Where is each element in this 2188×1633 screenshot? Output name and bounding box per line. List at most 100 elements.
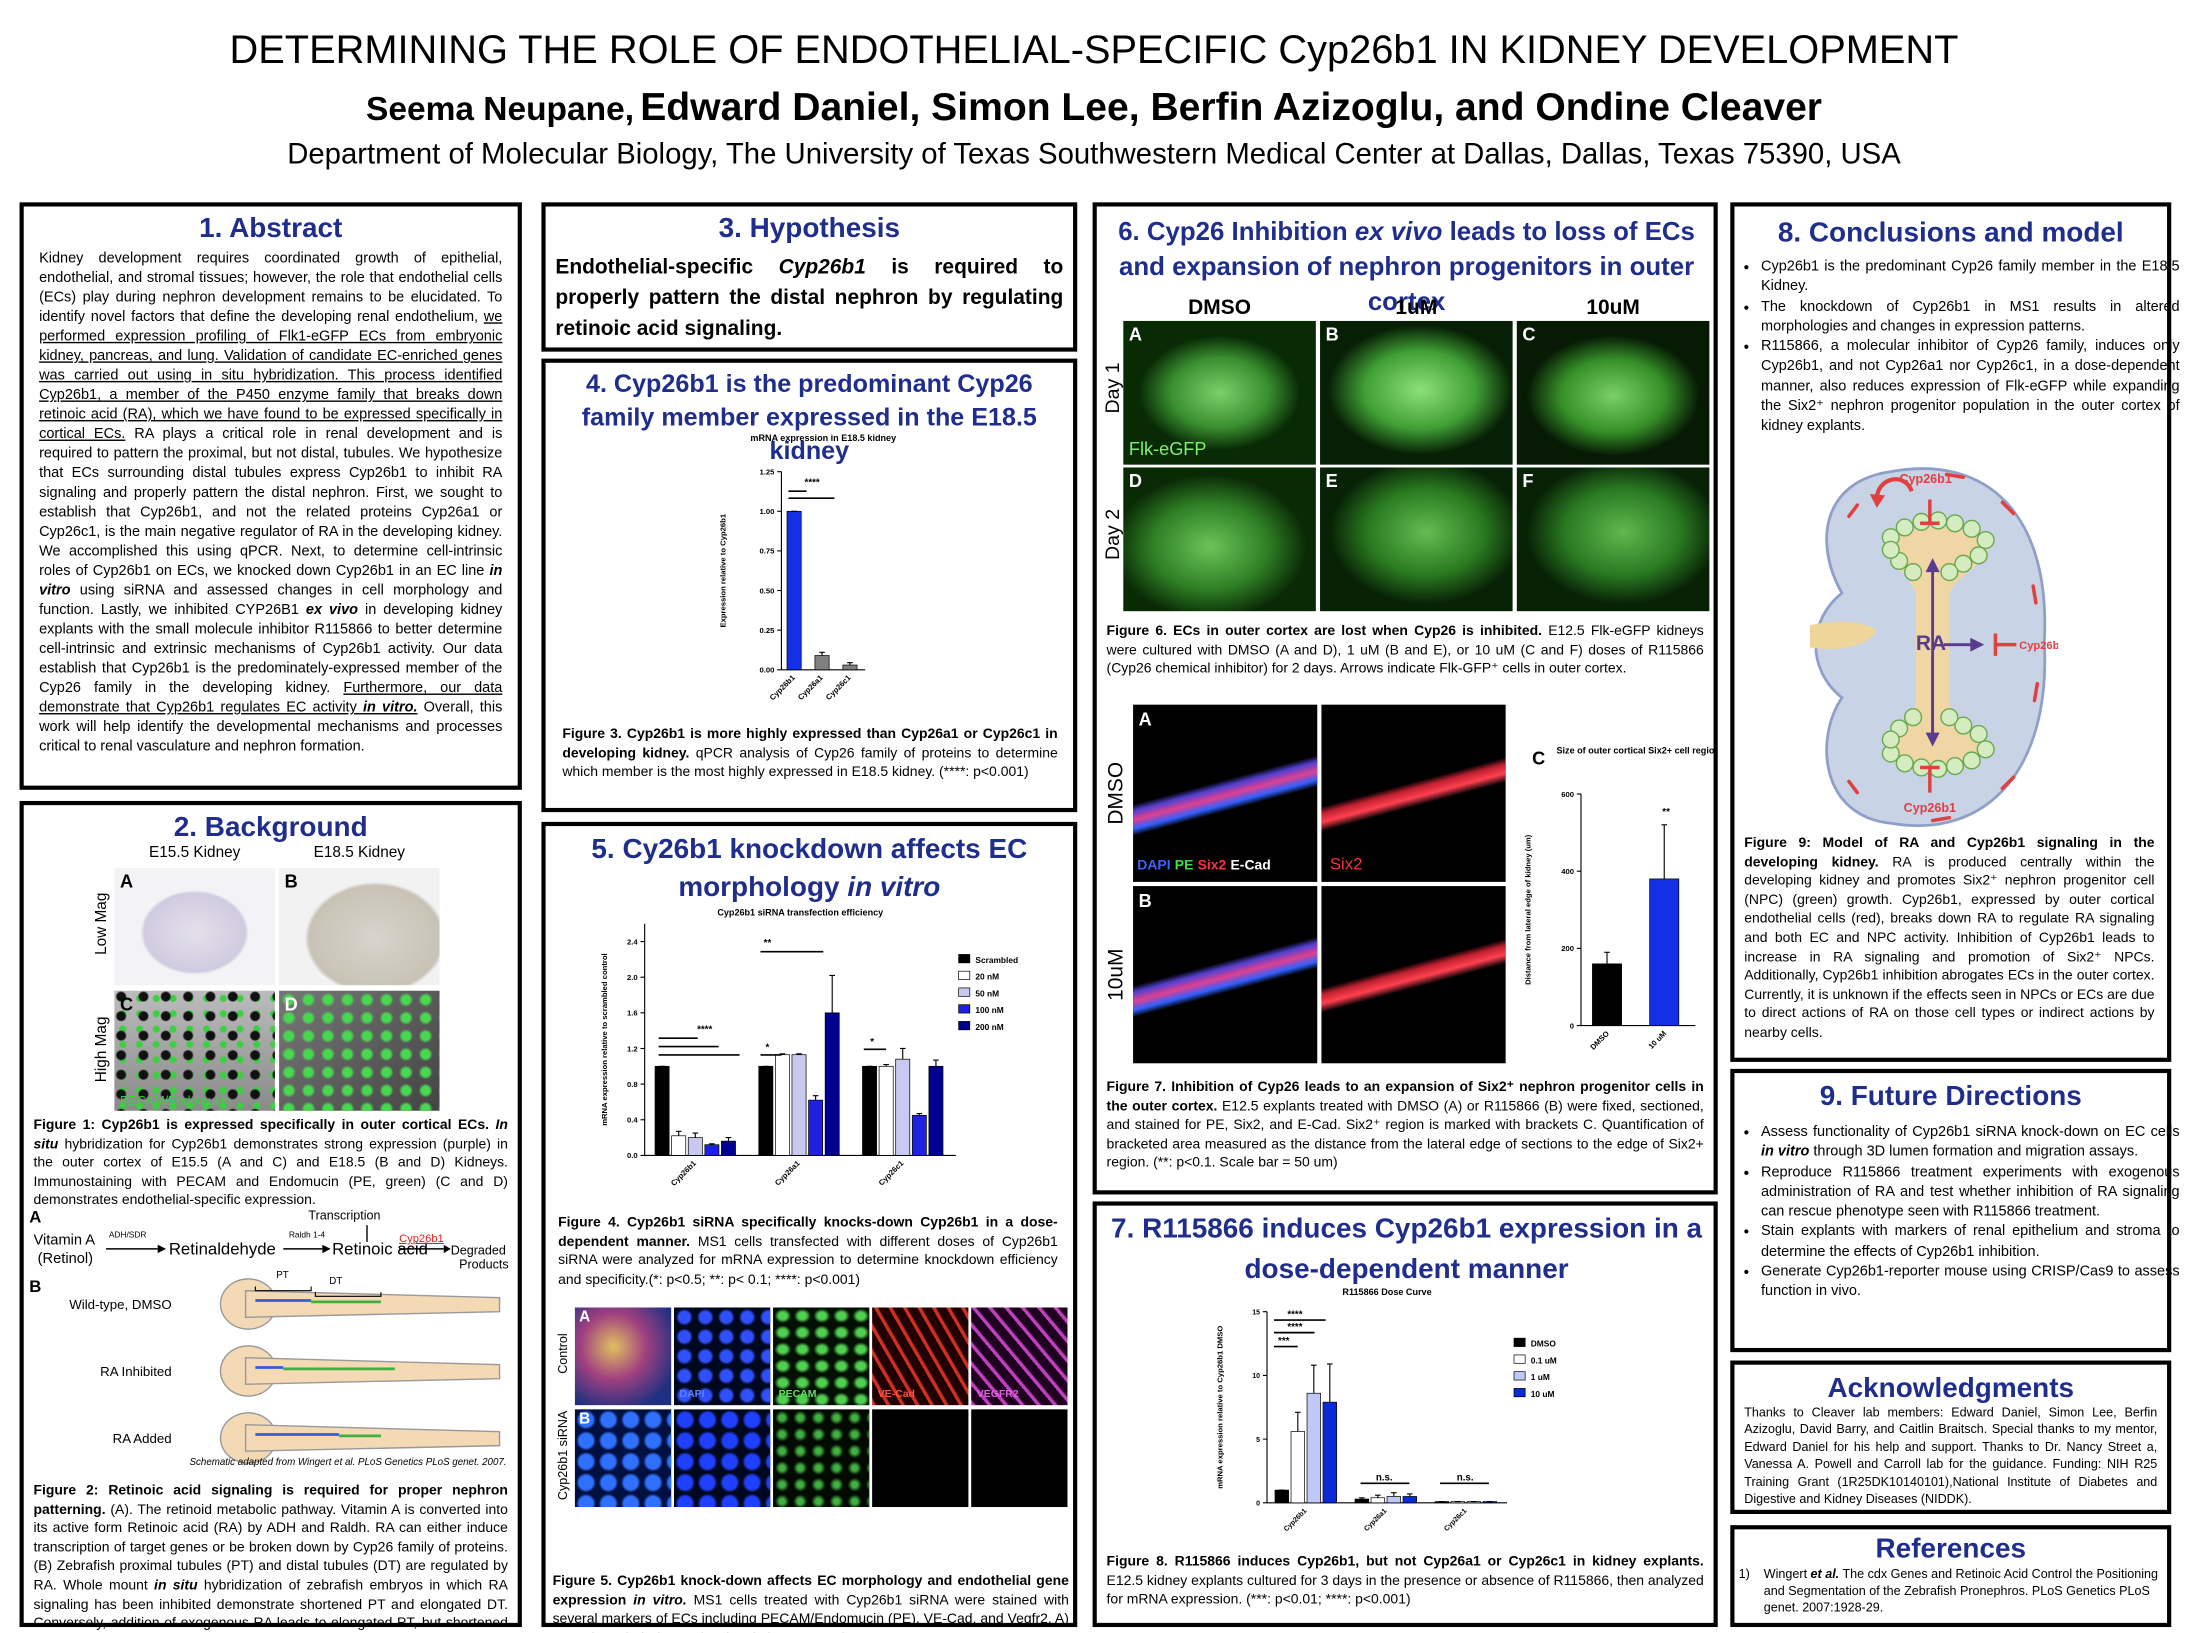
- micrograph: D: [1123, 467, 1316, 612]
- annotation: *: [766, 1043, 770, 1054]
- circle: [1962, 519, 1981, 538]
- error-bar: [709, 1143, 715, 1145]
- micrograph: [872, 1409, 969, 1508]
- ul: Assess functionality of Cyp26b1 siRNA kn…: [1736, 1123, 2180, 1303]
- text: RA: [1916, 632, 1946, 655]
- text: Cyp26b1: [399, 1233, 444, 1245]
- stain-label: Six2: [1329, 853, 1363, 874]
- text-span: 5. Cy26b1 knockdown affects EC morpholog…: [591, 834, 1028, 903]
- div: DMSO A DAPI PE Six2 E-Cad Six2 10uM B: [1095, 704, 1514, 1075]
- path: [1920, 499, 1940, 526]
- text-span: Figure 5. Cyp26b1 knock-down affects EC …: [552, 1574, 1069, 1609]
- error-bar: [916, 1112, 923, 1116]
- annotation: ****: [805, 478, 820, 489]
- error-bar: [725, 1137, 732, 1142]
- path: [157, 1244, 167, 1254]
- text: Schematic adapted from Wingert et al. PL…: [190, 1457, 507, 1468]
- panel-border: [1730, 1525, 2172, 1628]
- bar: [775, 1054, 790, 1156]
- y-axis-label: mRNA expression relative to Cyp26b1 DMSO: [1215, 1326, 1224, 1489]
- legend-swatch: [958, 1021, 971, 1031]
- y-tick-label: 10: [1252, 1373, 1260, 1380]
- circle: [1895, 754, 1914, 773]
- kidney-model: Cyp26b1 RA Cyp26b1 Cyp26b1: [1809, 467, 2058, 828]
- legend-swatch: [1513, 1354, 1526, 1364]
- bar: [791, 1054, 807, 1156]
- panel-border: [1092, 202, 1718, 1195]
- error-bar: [796, 1053, 802, 1055]
- circle: [1954, 554, 1973, 573]
- text: Retinoic acid: [332, 1239, 428, 1258]
- text: Cyp26b1: [1904, 801, 1956, 815]
- legend-label: 20 nM: [975, 972, 999, 982]
- text-span: MS1 cells transfected with different dos…: [558, 1234, 1058, 1288]
- circle: [1954, 716, 1973, 735]
- text-span: Furthermore, our data demonstrate that C…: [39, 680, 503, 716]
- y-tick-label: 0.25: [760, 626, 776, 635]
- stain-label: PE: [1174, 858, 1194, 874]
- panel-letter: B: [579, 1410, 591, 1428]
- ish-image: A: [114, 867, 275, 986]
- ul: Cyp26b1 is the predominant Cyp26 family …: [1736, 258, 2180, 438]
- error-bar: [933, 1059, 939, 1067]
- micrograph: B: [574, 1409, 672, 1508]
- legend-swatch: [1513, 1337, 1526, 1347]
- affiliation: Department of Molecular Biology, The Uni…: [287, 138, 1901, 171]
- chart: Cyp26b1 siRNA transfection efficiency mRN…: [600, 907, 1018, 1187]
- text: Raldh 1-4: [289, 1230, 326, 1240]
- legend-swatch: [958, 1004, 971, 1014]
- path: [1809, 621, 1877, 649]
- micrograph: A DAPI PE Six2 E-Cad: [1133, 704, 1318, 882]
- div: C: [120, 993, 134, 1015]
- bullet: Assess functionality of Cyp26b1 siRNA kn…: [1761, 1123, 2180, 1163]
- annotation: ****: [697, 1025, 712, 1036]
- chart: R115866 Dose Curve mRNA expression relati…: [1215, 1287, 1556, 1533]
- text: Wild-type, DMSO: [69, 1297, 171, 1312]
- bullet: The knockdown of Cyp26b1 in MS1 results …: [1761, 298, 2180, 338]
- legend-swatch: [958, 987, 971, 997]
- text: Products: [459, 1257, 509, 1271]
- text-span: et al.: [1810, 1567, 1840, 1581]
- y-tick-label: 2.4: [627, 937, 638, 946]
- y-tick-label: 5: [1256, 1437, 1260, 1444]
- figure-caption: 1): [1738, 1567, 1750, 1581]
- abstract-text: Kidney development requires coordinated …: [39, 250, 502, 758]
- bullet-text: Generate Cyp26b1-reporter mouse using CR…: [1760, 1264, 2180, 1300]
- section-heading: 1. Abstract: [199, 213, 343, 245]
- micrograph: E: [1320, 467, 1513, 612]
- legend-label: 10 uM: [1531, 1389, 1555, 1399]
- text-span: 6. Cyp26 Inhibition: [1118, 216, 1355, 246]
- x-tick-label: Cyp26a1: [773, 1158, 802, 1187]
- y-tick-label: 0.0: [627, 1151, 638, 1160]
- error-bar: [1311, 1364, 1317, 1394]
- legend-label: 50 nM: [975, 988, 999, 998]
- micrograph: B: [1133, 886, 1318, 1064]
- column-label: 10uM: [1586, 295, 1640, 320]
- bar: [786, 510, 802, 671]
- bar: [814, 655, 830, 671]
- legend-swatch: [958, 954, 971, 964]
- y-tick-label: 0.00: [760, 666, 775, 675]
- text-span: in vitro.: [633, 1592, 687, 1609]
- error-bar: [899, 1047, 906, 1060]
- y-tick-label: 1.6: [627, 1009, 638, 1018]
- error-bar: [675, 1130, 682, 1136]
- div: A DAPI PECAM VE-Cad VEGFR2 B Control Cyp26b1 si…: [552, 1307, 1072, 1509]
- text: Vitamin A: [33, 1233, 95, 1249]
- error-bar: [1375, 1494, 1381, 1498]
- bar: [895, 1058, 911, 1156]
- bullet: Cyp26b1 is the predominant Cyp26 family …: [1761, 258, 2180, 298]
- bar: [671, 1135, 687, 1156]
- bar: [1402, 1496, 1417, 1504]
- text-span: in developing kidney explants with the s…: [39, 602, 503, 697]
- y-tick-label: 0.75: [760, 547, 776, 556]
- section-heading: References: [1875, 1533, 2027, 1565]
- text-span: in vitro.: [362, 700, 418, 716]
- panel-border: [19, 800, 522, 1628]
- text-span: Figure 6. ECs in outer cortex are lost w…: [1106, 623, 1543, 640]
- error-bar: [829, 974, 836, 1013]
- panel-letter: A: [1138, 708, 1152, 730]
- circle: [1940, 563, 1959, 582]
